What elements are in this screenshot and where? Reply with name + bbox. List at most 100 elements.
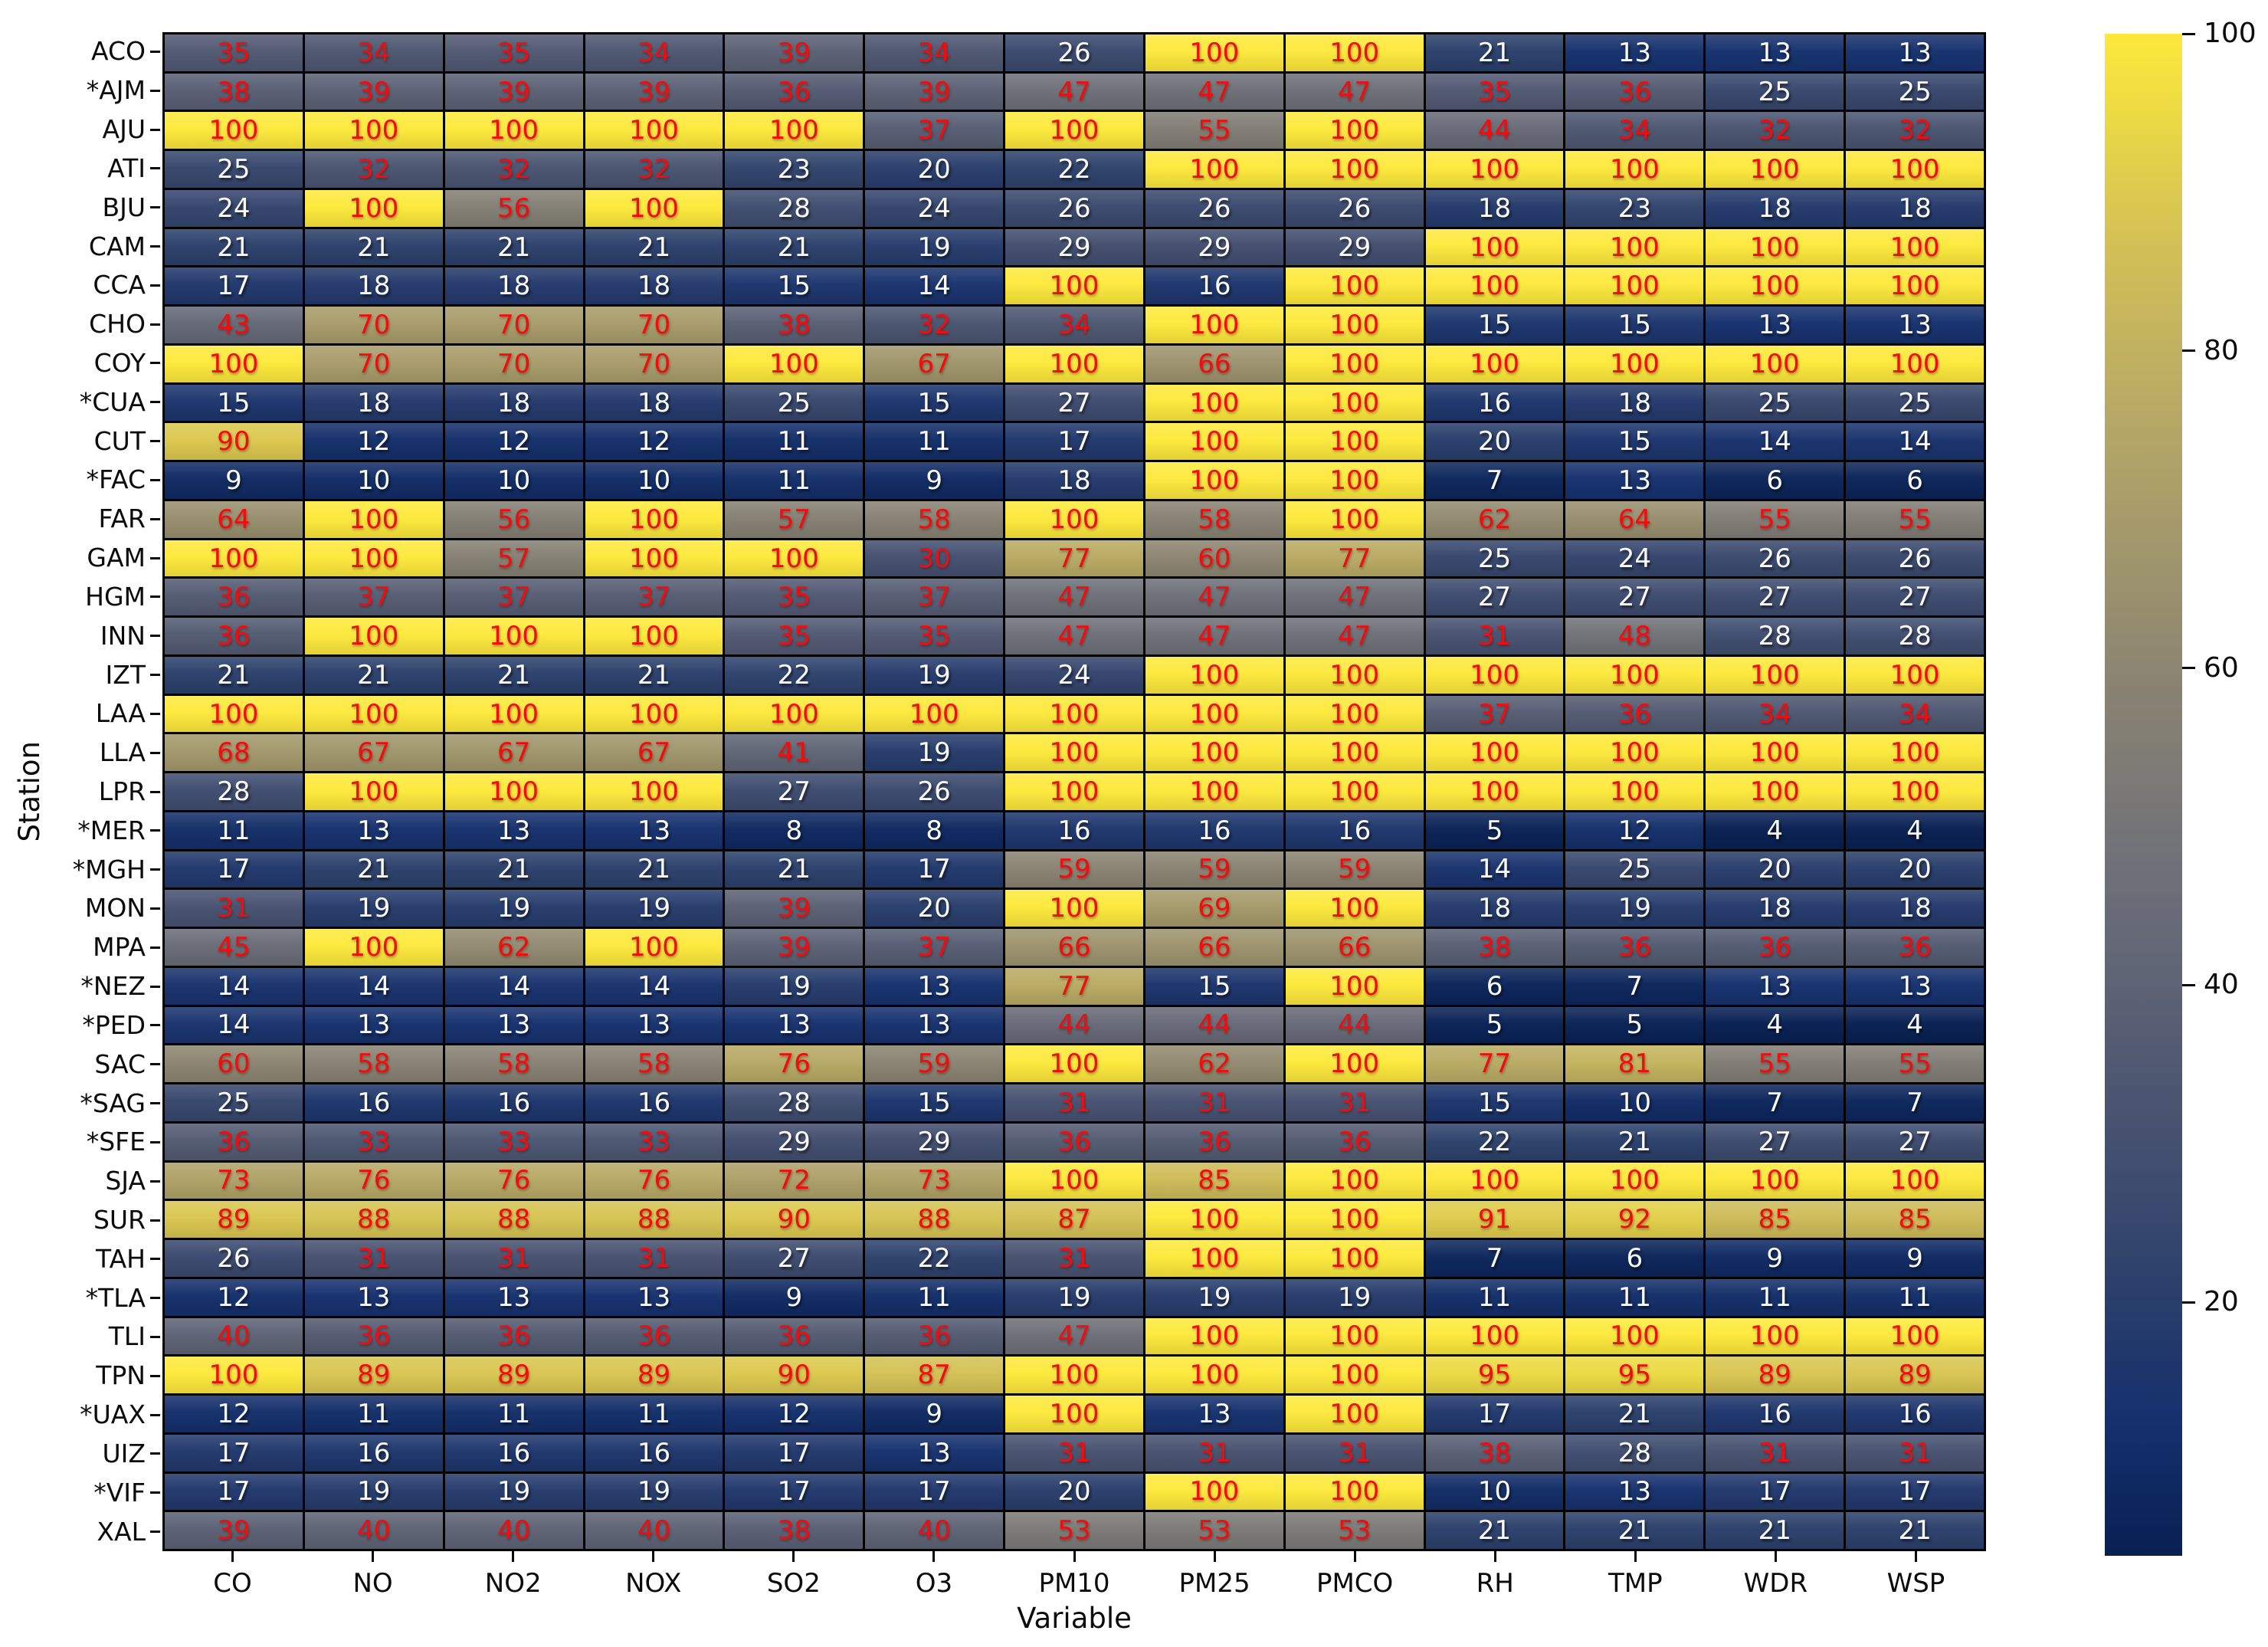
heatmap-cell: 18 [585, 267, 723, 305]
heatmap-cell: 16 [1005, 812, 1143, 849]
heatmap-cell: 11 [865, 423, 1004, 461]
heatmap-cell: 70 [304, 307, 443, 343]
heatmap-cell: 15 [725, 267, 864, 305]
heatmap-cell: 100 [1285, 1396, 1424, 1432]
colorbar-tick-label: 60 [2204, 651, 2239, 684]
heatmap-cell: 47 [1285, 618, 1424, 655]
heatmap-cell: 100 [1706, 1162, 1844, 1199]
heatmap-cell: 28 [725, 189, 864, 227]
y-tick-label: *MGH [72, 854, 146, 884]
y-axis: ACO *AJM AJU ATI BJU CAM CCA CHO COY *CUA CUT *FAC F… [0, 32, 162, 1551]
heatmap-cell: 13 [1706, 34, 1844, 71]
heatmap-cell: 100 [1285, 1317, 1424, 1355]
x-tick-mark [372, 1551, 375, 1562]
heatmap-cell: 4 [1846, 812, 1984, 849]
heatmap-cell: 100 [1145, 462, 1283, 499]
heatmap-cell: 16 [444, 1084, 583, 1121]
heatmap-cell: 38 [1425, 929, 1564, 966]
heatmap-cell: 27 [725, 773, 864, 810]
heatmap-cell: 39 [725, 929, 864, 966]
heatmap-cell: 29 [1285, 228, 1424, 266]
heatmap-cell: 100 [1285, 151, 1424, 188]
heatmap-cell: 13 [725, 1006, 864, 1044]
heatmap-cell: 26 [1005, 34, 1143, 71]
heatmap-cell: 85 [1846, 1201, 1984, 1239]
y-tick-label: FAR [98, 504, 146, 534]
heatmap-cell: 32 [1846, 112, 1984, 149]
heatmap-cell: 100 [1145, 656, 1283, 694]
heatmap-cell: 90 [725, 1201, 864, 1239]
heatmap-cell: 7 [1425, 1240, 1564, 1277]
y-tick-mark [150, 167, 160, 170]
heatmap-cell: 100 [1005, 1045, 1143, 1083]
heatmap-cell: 100 [1145, 695, 1283, 733]
heatmap-cell: 100 [1846, 656, 1984, 694]
heatmap-cell: 16 [304, 1084, 443, 1121]
heatmap-cell: 31 [1005, 1240, 1143, 1277]
heatmap-cell: 58 [1145, 500, 1283, 538]
heatmap-cell: 26 [1846, 540, 1984, 577]
colorbar-tick-mark [2182, 32, 2195, 35]
colorbar-tick-mark [2182, 667, 2195, 669]
heatmap-cell: 11 [865, 1278, 1004, 1316]
y-tick-mark [150, 907, 160, 910]
heatmap-cell: 9 [725, 1278, 864, 1316]
heatmap-cell: 70 [304, 345, 443, 382]
y-tick-label: BJU [102, 192, 146, 222]
heatmap-cell: 24 [1565, 540, 1704, 577]
y-tick-mark [150, 1024, 160, 1027]
y-tick-label: *SFE [86, 1127, 146, 1157]
heatmap-cell: 32 [585, 151, 723, 188]
heatmap-cell: 100 [1285, 1045, 1424, 1083]
heatmap-cell: 100 [725, 540, 864, 577]
heatmap-cell: 100 [1285, 890, 1424, 927]
heatmap-cell: 14 [1846, 423, 1984, 461]
heatmap-cell: 100 [1285, 1240, 1424, 1277]
heatmap-cell: 19 [585, 1473, 723, 1511]
heatmap-cell: 67 [865, 345, 1004, 382]
heatmap-cell: 100 [1425, 1162, 1564, 1199]
heatmap-cell: 34 [865, 34, 1004, 71]
heatmap-cell: 11 [1425, 1278, 1564, 1316]
y-tick-mark [150, 712, 160, 715]
x-tick-mark [1774, 1551, 1777, 1562]
heatmap-cell: 100 [304, 500, 443, 538]
heatmap-cell: 28 [165, 773, 303, 810]
heatmap-cell: 13 [1846, 34, 1984, 71]
y-tick-mark [150, 89, 160, 92]
heatmap-cell: 21 [585, 851, 723, 888]
heatmap-cell: 76 [444, 1162, 583, 1199]
heatmap-cell: 27 [725, 1240, 864, 1277]
x-tick-label: NO2 [484, 1568, 542, 1599]
heatmap-cell: 100 [1565, 151, 1704, 188]
heatmap-cell: 10 [304, 462, 443, 499]
heatmap-cell: 38 [1425, 1434, 1564, 1471]
y-tick-label: CAM [88, 231, 146, 261]
heatmap-cell: 17 [1706, 1473, 1844, 1511]
heatmap-cell: 26 [1145, 189, 1283, 227]
heatmap-cell: 23 [1565, 189, 1704, 227]
heatmap-cell: 37 [865, 929, 1004, 966]
heatmap-cell: 100 [1145, 384, 1283, 422]
x-tick-mark [231, 1551, 234, 1562]
heatmap-cell: 85 [1706, 1201, 1844, 1239]
heatmap-cell: 37 [304, 579, 443, 616]
heatmap-cell: 100 [1565, 773, 1704, 810]
heatmap-cell: 39 [304, 73, 443, 110]
heatmap-cell: 13 [444, 1006, 583, 1044]
heatmap-cell: 21 [304, 656, 443, 694]
heatmap-cell: 27 [1846, 1123, 1984, 1160]
heatmap-cell: 19 [865, 734, 1004, 772]
heatmap-cell: 36 [1706, 929, 1844, 966]
heatmap-cell: 14 [165, 967, 303, 1005]
heatmap-cell: 34 [1846, 695, 1984, 733]
heatmap-cell: 15 [1425, 1084, 1564, 1121]
x-tick-label: WDR [1743, 1568, 1808, 1599]
heatmap-cell: 36 [444, 1317, 583, 1355]
heatmap-cell: 11 [1706, 1278, 1844, 1316]
heatmap-cell: 31 [165, 890, 303, 927]
y-tick-label: TAH [96, 1243, 146, 1274]
heatmap-cell: 13 [1565, 462, 1704, 499]
y-tick-mark [150, 635, 160, 638]
heatmap-cell: 13 [585, 1006, 723, 1044]
